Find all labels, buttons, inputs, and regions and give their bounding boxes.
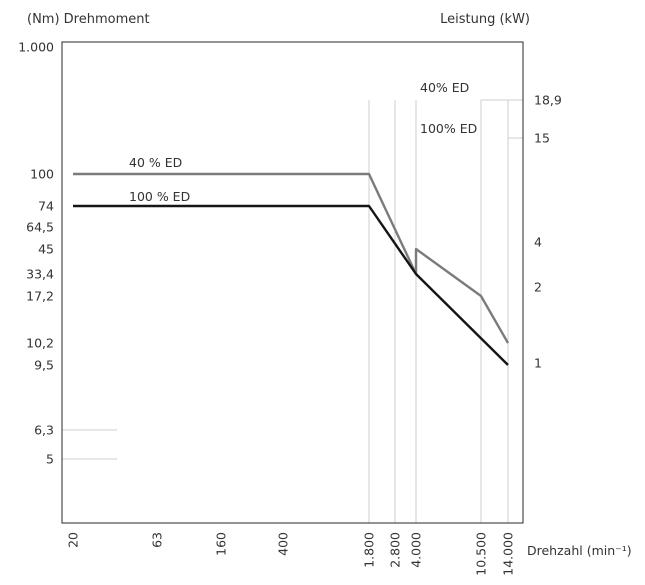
series-label-100-ed: 100 % ED xyxy=(129,189,190,204)
right-tick-label: 15 xyxy=(534,131,550,146)
x-tick-label: 63 xyxy=(150,532,165,548)
series-label-40-ed: 40% ED xyxy=(420,80,469,95)
x-tick-label: 10.500 xyxy=(474,532,489,576)
x-tick-label: 2.800 xyxy=(388,532,403,568)
x-axis-title: Drehzahl (min⁻¹) xyxy=(527,543,632,558)
series-line-torque-100-ed xyxy=(73,204,509,366)
left-tick-label: 5 xyxy=(46,452,54,467)
series-line-torque-40-ed xyxy=(73,172,510,344)
left-tick-label: 6,3 xyxy=(34,423,54,438)
left-tick-label: 74 xyxy=(38,199,54,214)
right-tick-label: 1 xyxy=(534,356,542,371)
left-tick-label: 33,4 xyxy=(26,267,54,282)
left-tick-label: 17,2 xyxy=(26,289,54,304)
x-tick-label: 20 xyxy=(66,532,81,548)
x-tick-label: 14.000 xyxy=(501,532,516,576)
left-tick-label: 64,5 xyxy=(26,220,54,235)
x-tick-label: 400 xyxy=(276,532,291,556)
plot-series xyxy=(73,172,510,366)
series-label-40-ed: 40 % ED xyxy=(129,155,182,170)
x-tick-label: 160 xyxy=(214,532,229,556)
x-tick-label: 1.800 xyxy=(362,532,377,568)
left-tick-label: 100 xyxy=(30,167,54,182)
left-tick-label: 1.000 xyxy=(18,40,54,55)
left-axis-title: (Nm) Drehmoment xyxy=(27,12,150,27)
left-tick-label: 9,5 xyxy=(34,358,54,373)
right-tick-label: 2 xyxy=(534,280,542,295)
right-tick-label: 18,9 xyxy=(534,93,562,108)
series-label-100-ed: 100% ED xyxy=(420,121,477,136)
left-tick-label: 45 xyxy=(38,242,54,257)
left-tick-label: 10,2 xyxy=(26,336,54,351)
x-axis-ticks: 20 63 160 400 1.800 2.800 4.000 10.500 14.000 xyxy=(66,532,516,576)
guide-lines xyxy=(62,99,523,523)
right-tick-label: 4 xyxy=(534,235,542,250)
left-axis-ticks: 1.000 100 74 64,5 45 33,4 17,2 10,2 9,5 6,3 5 xyxy=(18,40,54,467)
plot-frame xyxy=(61,41,524,524)
right-axis-ticks: 18,9 15 4 2 1 xyxy=(534,93,562,371)
series-labels: 40 % ED 100 % ED 40% ED 100% ED xyxy=(129,80,477,204)
right-axis-title: Leistung (kW) xyxy=(440,12,530,27)
x-tick-label: 4.000 xyxy=(409,532,424,568)
